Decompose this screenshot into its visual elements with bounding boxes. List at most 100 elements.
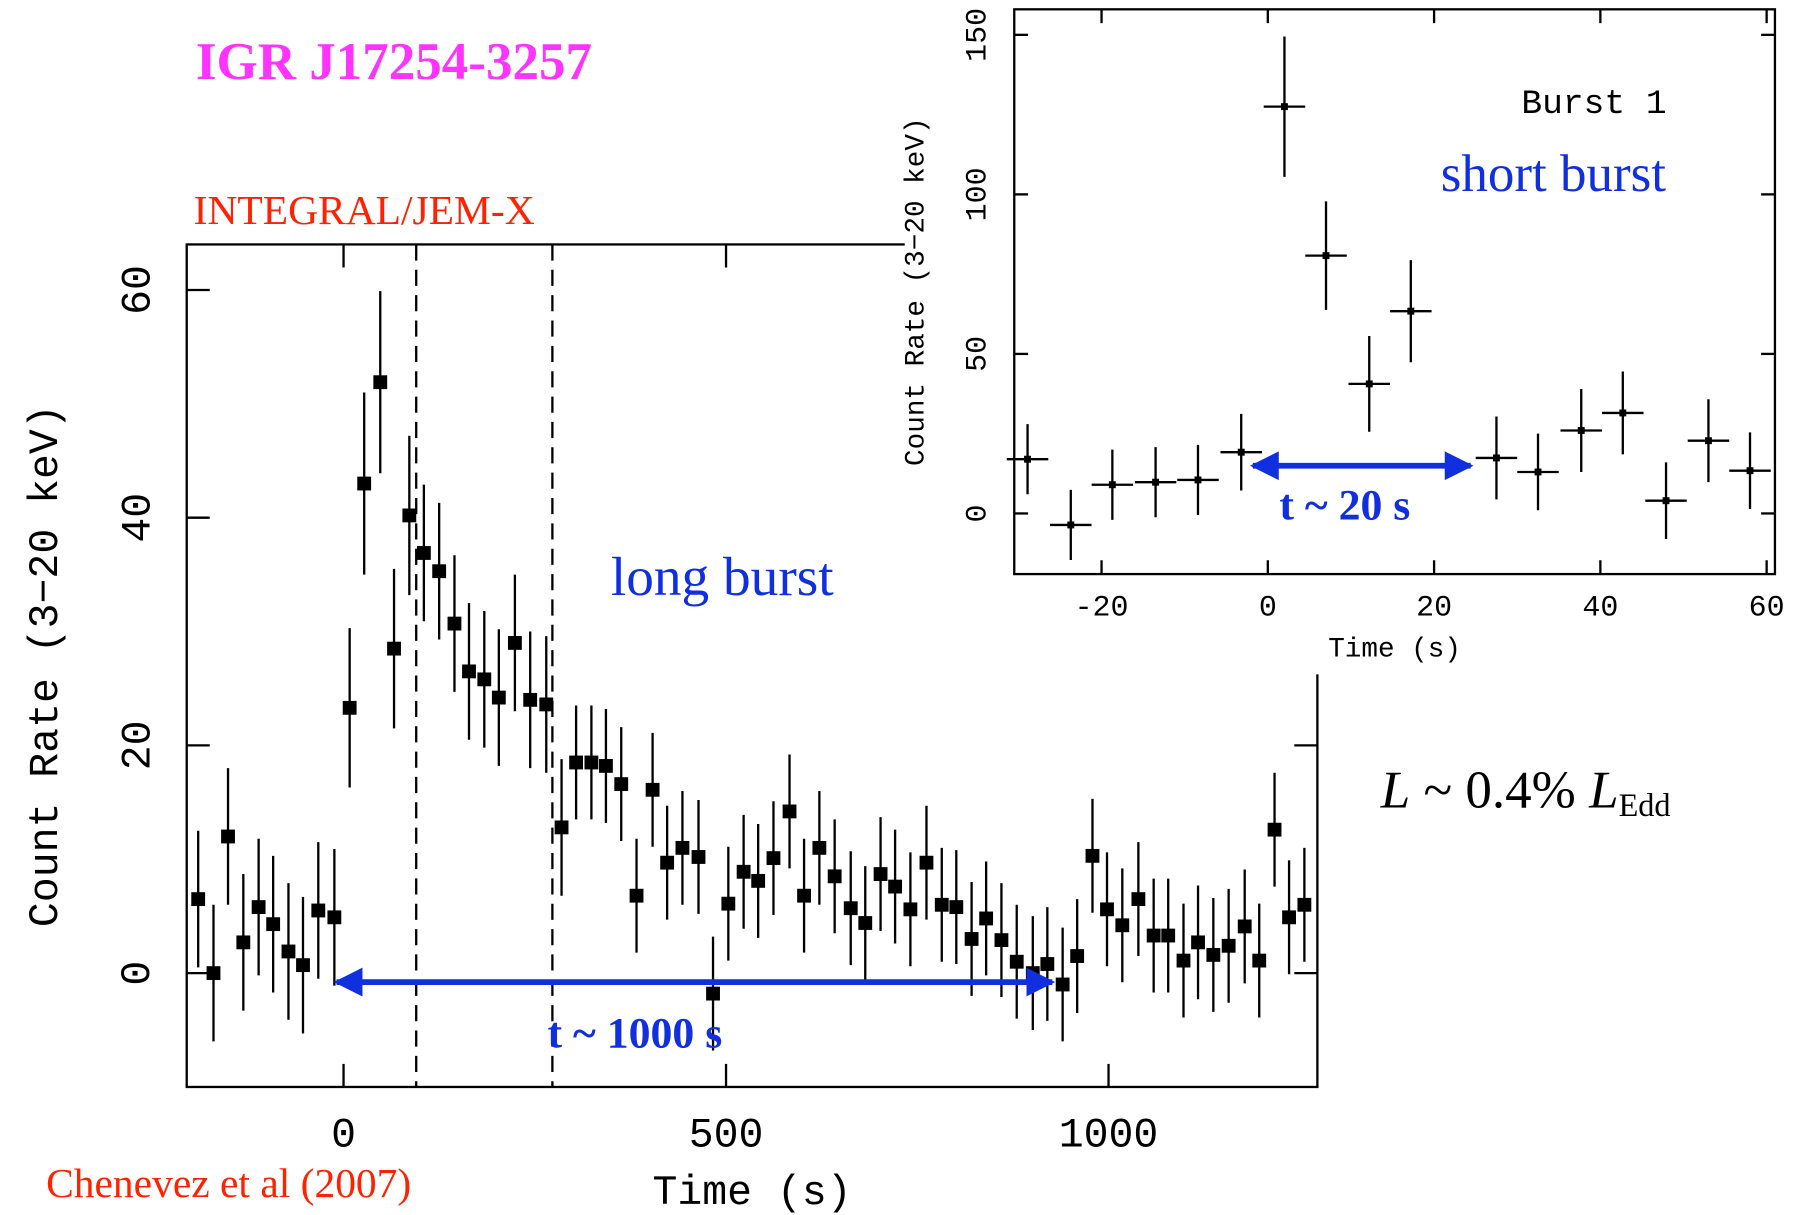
source: Chenevez et al (2007) (46, 1160, 411, 1207)
lum-part: ~ 0.4% (1410, 762, 1589, 820)
data-point (645, 782, 660, 797)
x-tick-label: 60 (1749, 590, 1785, 624)
data-point (766, 851, 781, 866)
data-point (949, 900, 964, 914)
data-point (1146, 928, 1161, 943)
data-point (1534, 468, 1542, 476)
data-point (402, 508, 417, 523)
y-tick-label: 40 (115, 493, 162, 543)
data-point (584, 755, 599, 770)
data-point (221, 829, 235, 844)
data-point (523, 692, 538, 707)
data-point (1322, 252, 1330, 260)
data-point (1619, 409, 1627, 417)
annotation: long burst (611, 546, 834, 607)
data-point (1297, 897, 1312, 912)
data-point (979, 911, 994, 926)
subtitle: INTEGRAL/JEM-X (194, 187, 535, 233)
data-point (903, 902, 918, 917)
data-point (539, 697, 554, 712)
data-point (1131, 892, 1146, 907)
chart-title: IGR J17254-3257 (196, 33, 592, 91)
data-point (994, 933, 1009, 948)
y-axis-label: Count Rate (3−20 keV) (23, 404, 70, 927)
data-point (599, 758, 613, 773)
data-point (1024, 455, 1032, 463)
y-tick-label: 0 (115, 961, 162, 986)
data-point (236, 935, 251, 950)
data-point (827, 869, 842, 884)
data-point (1161, 928, 1176, 943)
data-point (843, 901, 858, 916)
y-tick-label: 100 (960, 167, 994, 221)
data-point (1282, 910, 1296, 925)
y-axis-label: Count Rate (3−20 keV) (902, 117, 933, 466)
data-point (296, 958, 310, 973)
data-point (1662, 497, 1670, 505)
data-point (266, 917, 281, 932)
x-tick-label: 0 (331, 1112, 356, 1159)
data-point (1176, 953, 1191, 968)
data-point (1492, 454, 1500, 462)
x-tick-label: -20 (1075, 590, 1129, 624)
inset-background (904, 0, 1798, 675)
data-point (432, 564, 447, 579)
y-tick-label: 50 (960, 336, 994, 372)
data-point (1025, 966, 1040, 981)
data-point (675, 840, 690, 855)
data-point (934, 897, 949, 912)
x-tick-label: 500 (689, 1112, 764, 1159)
data-point (1194, 476, 1202, 484)
data-point (311, 903, 326, 918)
plot-frame (1013, 8, 1777, 576)
y-tick-label: 0 (960, 504, 994, 522)
data-point (477, 672, 492, 687)
data-point (357, 476, 372, 491)
data-point (660, 855, 675, 870)
lum-part: L (1380, 762, 1410, 820)
data-point (797, 888, 811, 903)
data-point (721, 896, 736, 911)
data-point (736, 864, 751, 879)
data-point (569, 755, 584, 770)
data-point (1009, 954, 1024, 969)
x-tick-label: 40 (1582, 590, 1618, 624)
data-point (691, 850, 706, 864)
data-point (462, 664, 476, 679)
inset-title: Burst 1 (1521, 85, 1666, 124)
data-point (1115, 918, 1130, 933)
y-tick-label: 60 (115, 265, 162, 315)
data-point (1055, 977, 1070, 992)
data-point (491, 690, 506, 705)
annotation: t ~ 20 s (1279, 482, 1410, 530)
data-point (251, 900, 266, 914)
x-axis-label: Time (s) (1328, 634, 1461, 665)
data-point (1152, 478, 1160, 486)
data-point (327, 910, 342, 925)
data-point (706, 986, 720, 1001)
luminosity: L ~ 0.4% LEdd (1380, 762, 1671, 824)
data-point (1237, 919, 1252, 934)
data-point (858, 916, 873, 930)
data-point (191, 892, 206, 907)
data-point (206, 966, 221, 981)
annotation: short burst (1441, 145, 1667, 203)
data-point (1040, 957, 1055, 971)
data-point (416, 546, 431, 560)
y-tick-label: 150 (960, 8, 994, 62)
data-point (387, 641, 401, 656)
lum-sub: Edd (1619, 788, 1671, 824)
data-point (1267, 822, 1282, 837)
data-point (1206, 947, 1221, 962)
y-tick-label: 20 (115, 721, 162, 771)
data-point (1704, 437, 1712, 445)
x-tick-label: 0 (1259, 590, 1277, 624)
data-point (964, 932, 979, 946)
data-point (751, 873, 766, 888)
data-point (1070, 949, 1085, 963)
data-point (629, 888, 644, 903)
data-point (1191, 935, 1205, 950)
data-point (1108, 481, 1116, 489)
